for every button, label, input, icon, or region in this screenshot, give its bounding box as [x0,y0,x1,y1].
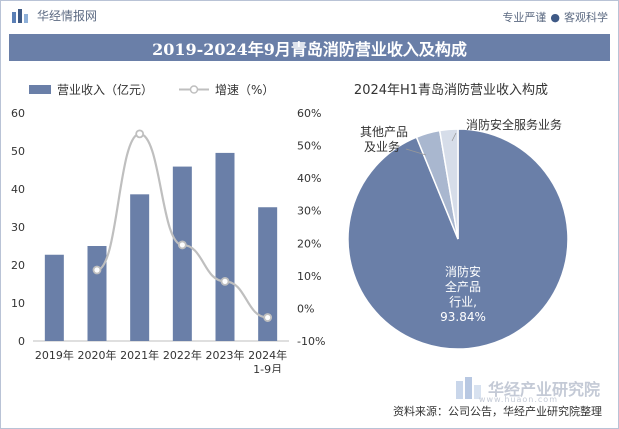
y-left-tick-label: 50 [11,145,25,158]
pie-chart: 2024年H1青岛消防营业收入构成 消防安全产品行业, 93.84% 其他产品及业务… [347,82,569,350]
slogan-right: 客观科学 [564,11,608,24]
legend-line-label: 增速（%） [215,83,274,97]
footer-brand: 华经产业研究院 [454,375,600,401]
legend-bar-swatch [29,85,51,94]
y-axis-right: -10% 0% 10% 20% 30% 40% 50% 60% [297,107,325,348]
x-tick-line: 2019年 [35,348,74,362]
growth-point [135,129,145,139]
x-tick-label: 2019年 [35,348,74,362]
x-tick-line: 2020年 [78,348,117,362]
x-tick-line: 2024年 [248,348,287,362]
y-left-tick-label: 40 [11,183,25,196]
pie-label-other-line: 及业务 [364,139,400,154]
y-right-tick-label: 50% [297,140,321,153]
y-right-tick-label: 20% [297,237,321,250]
x-tick-label: 2020年 [78,348,117,362]
pie-label-other: 其他产品及业务 [360,125,408,154]
slogan: 专业严谨 ● 客观科学 [502,9,608,25]
legend-bar-label: 营业收入（亿元） [57,82,153,97]
pie-label-products-line: 93.84% [440,310,486,324]
y-right-tick-label: 0% [297,302,314,315]
x-tick-line: 2021年 [120,348,159,362]
pie-label-products: 消防安全产品行业, 93.84% [440,264,486,324]
y-right-tick-label: 40% [297,172,321,185]
legend-line-marker [189,85,199,94]
y-right-tick-label: 60% [297,107,321,120]
pie-leader-services [451,132,457,142]
revenue-bar [130,194,150,341]
pie-label-products-line: 全产品 [445,279,481,294]
y-right-tick-label: 30% [297,205,321,218]
pie-label-products-line: 行业, [449,295,477,309]
pie-slices [347,128,569,350]
revenue-bar [44,254,64,341]
revenue-bar [258,207,278,341]
pie-title: 2024年H1青岛消防营业收入构成 [354,82,548,98]
footer-logo-icon [455,377,481,399]
pie-labels: 消防安全产品行业, 93.84% 其他产品及业务 消防安全服务业务 [360,117,562,324]
source-note: 资料来源：公司公告，华经产业研究院整理 [393,405,602,418]
chart-title: 2019-2024年9月青岛消防营业收入及构成 [9,34,610,61]
y-right-tick-label: -10% [297,335,325,348]
pie-label-products-line: 消防安 [445,264,481,279]
brand: 华经情报网 [11,7,97,24]
x-tick-label: 2023年 [206,348,245,362]
slogan-dot: ● [550,10,560,24]
bar-series [44,152,278,341]
x-axis-categories: 2019年 2020年 2021年 2022年 2023年 2024年 1-9月 [35,348,287,373]
x-tick-label: 2022年 [163,348,202,362]
pie-slice-services [438,128,459,240]
growth-point [263,313,273,322]
combo-chart: 营业收入（亿元） 增速（%） 0 10 20 30 40 50 60 -10% 0% 10% 20… [11,82,325,373]
x-tick-line: 2023年 [206,348,245,362]
revenue-bar [87,246,107,341]
y-left-tick-label: 60 [11,107,25,120]
y-left-tick-label: 20 [11,259,25,272]
y-axis-left: 0 10 20 30 40 50 60 [11,107,25,348]
brand-name: 华经情报网 [37,9,98,23]
x-tick-label: 2024年 1-9月 [248,348,287,373]
y-right-tick-label: 10% [297,270,321,283]
footer-url: www.huaon.com [478,395,558,404]
y-left-tick-label: 10 [11,297,25,310]
header: 华经情报网 专业严谨 ● 客观科学 [1,1,618,31]
growth-line [96,132,268,319]
pie-label-services: 消防安全服务业务 [466,117,562,132]
x-tick-label: 2021年 [120,348,159,362]
revenue-bar [172,166,192,341]
line-series [92,129,273,322]
x-tick-line: 2022年 [163,348,202,362]
y-left-tick-label: 0 [18,335,25,348]
growth-point [177,240,187,250]
slogan-left: 专业严谨 [502,11,547,24]
x-tick-line: 1-9月 [253,363,282,373]
y-left-tick-label: 30 [11,221,25,234]
legend: 营业收入（亿元） 增速（%） [29,82,274,97]
revenue-bar [215,152,235,341]
brand-logo-icon [12,8,28,23]
pie-label-other-line: 其他产品 [360,125,408,139]
pie-leader-other [405,148,427,156]
growth-point [220,276,230,286]
footer-brand-name: 华经产业研究院 [487,380,600,399]
growth-point [92,265,102,275]
footer: 华经产业研究院 www.huaon.com 资料来源：公司公告，华经产业研究院整… [1,371,618,428]
